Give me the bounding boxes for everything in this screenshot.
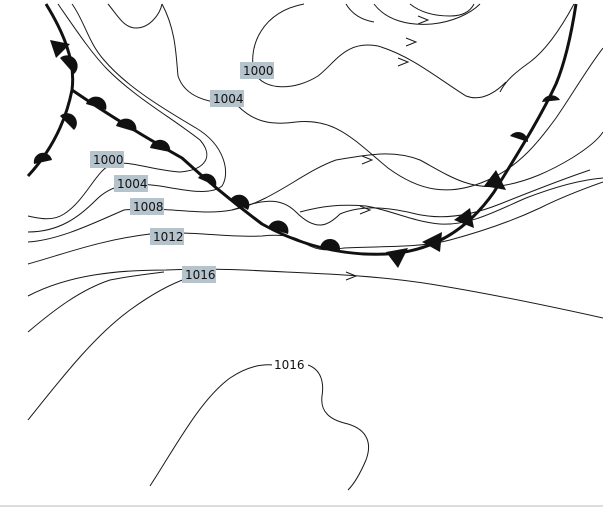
isobar-west-1 <box>27 271 165 333</box>
isobar-1016-left <box>27 268 603 319</box>
isobar-1004-upper <box>161 3 603 191</box>
wind-direction-arrow <box>405 37 418 47</box>
cold-front-triangle <box>50 40 70 58</box>
isobar-upper-right-a <box>231 131 603 211</box>
label-1004-left: 1004 <box>117 177 148 191</box>
front-branch-line <box>71 3 578 256</box>
cold-front-symbols <box>50 40 506 268</box>
isobar-1000-upper <box>252 3 507 99</box>
label-1016-left: 1016 <box>185 268 216 282</box>
warm-front-semicircle <box>510 132 528 142</box>
isobar-west-2 <box>27 277 189 421</box>
wind-direction-arrow <box>417 15 430 25</box>
isobar-upper-5 <box>345 3 375 23</box>
occluded-front-line <box>26 3 75 178</box>
isobar-1008-left <box>27 169 591 243</box>
isobar-1004-left <box>27 3 226 233</box>
isobar-upper-3 <box>409 3 475 17</box>
label-1004-upper: 1004 <box>213 92 244 106</box>
cold-front-triangle <box>386 248 408 268</box>
cold-front-triangle <box>422 232 442 252</box>
occluded-front <box>26 3 578 256</box>
isobar-upper-right-b <box>299 177 603 225</box>
warm-front-semicircle <box>60 55 78 74</box>
label-1008-left: 1008 <box>133 200 164 214</box>
wind-direction-arrow <box>361 155 374 165</box>
cold-front-triangle <box>484 170 506 190</box>
isobar-1016-lower <box>149 364 370 491</box>
warm-front-semicircle <box>268 220 289 234</box>
warm-front-semicircle <box>230 194 250 210</box>
isobar-upper-1 <box>107 3 163 29</box>
isobar-labels: 1000 1004 1000 1004 1008 1012 1016 1016 <box>90 62 308 373</box>
isobar-1000-left <box>27 3 208 220</box>
warm-front-semicircle <box>33 152 52 164</box>
warm-front-symbols <box>33 55 560 250</box>
warm-front-semicircle <box>542 95 560 102</box>
label-1012-left: 1012 <box>153 230 184 244</box>
warm-front-semicircle <box>198 173 217 186</box>
isobar-1012-left <box>27 181 603 265</box>
cold-front-triangle <box>454 208 474 228</box>
isobar-upper-4 <box>499 3 575 93</box>
wind-direction-arrow <box>397 57 410 67</box>
label-1000-upper: 1000 <box>243 64 274 78</box>
wind-direction-arrow <box>359 205 372 215</box>
label-1016-lower: 1016 <box>274 358 305 372</box>
warm-front-semicircle <box>150 139 171 152</box>
warm-front-semicircle <box>116 118 137 132</box>
isobar-upper-2 <box>373 3 481 25</box>
warm-front-semicircle <box>86 96 107 110</box>
warm-front-semicircle <box>60 113 77 130</box>
isobar-lines <box>27 3 603 491</box>
wind-direction-arrow <box>345 271 358 281</box>
label-1000-left: 1000 <box>93 153 124 167</box>
wind-arrows <box>345 15 430 281</box>
warm-front-semicircle <box>320 238 341 250</box>
